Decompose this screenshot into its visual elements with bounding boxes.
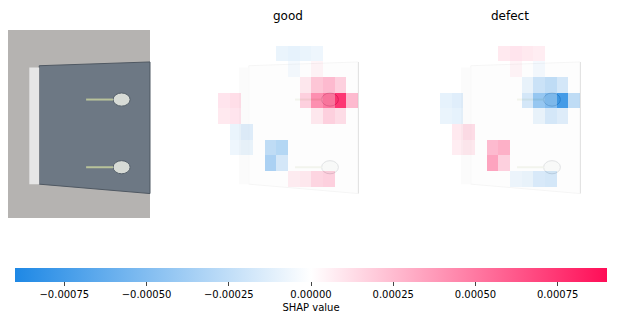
svg-text:good: good (273, 9, 303, 23)
svg-text:SHAP value: SHAP value (282, 302, 339, 313)
svg-text:−0.00050: −0.00050 (122, 289, 172, 300)
svg-text:0.00075: 0.00075 (537, 289, 578, 300)
svg-text:−0.00075: −0.00075 (39, 289, 89, 300)
svg-text:−0.00025: −0.00025 (204, 289, 254, 300)
svg-text:defect: defect (491, 9, 529, 23)
svg-text:0.00025: 0.00025 (373, 289, 414, 300)
svg-text:0.00000: 0.00000 (290, 289, 331, 300)
svg-text:0.00050: 0.00050 (455, 289, 496, 300)
